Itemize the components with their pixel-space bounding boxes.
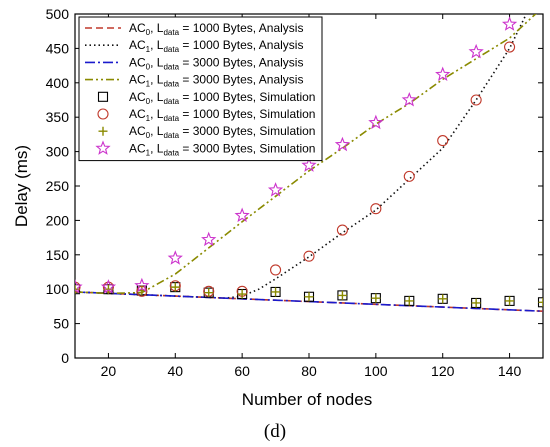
x-tick-label: 140 <box>498 363 522 379</box>
x-tick-label: 40 <box>167 363 183 379</box>
series-7-point <box>201 231 217 247</box>
series-6-point <box>237 289 247 299</box>
series-7-point <box>501 16 518 31</box>
series-6-point <box>538 297 543 307</box>
series-7-point <box>368 114 384 130</box>
legend-entry-2-label: AC0, Ldata = 3000 Bytes, Analysis <box>129 55 303 71</box>
y-tick-label: 150 <box>46 247 70 263</box>
series-7-point <box>401 91 417 107</box>
series-7-point <box>75 279 83 294</box>
y-tick-label: 0 <box>61 350 69 366</box>
series-6-point <box>170 282 180 292</box>
panel-label: (d) <box>264 421 286 442</box>
series-5-point <box>504 41 516 53</box>
y-axis-label: Delay (ms) <box>12 145 31 227</box>
legend-entry-5-label: AC1, Ldata = 1000 Bytes, Simulation <box>129 107 315 123</box>
data-layer <box>75 14 543 313</box>
series-6-point <box>505 296 515 306</box>
series-6-point <box>438 294 448 304</box>
series-7-point <box>468 43 484 59</box>
series-7-point <box>334 136 351 152</box>
series-7-point <box>435 66 451 82</box>
y-tick-label: 100 <box>46 281 70 297</box>
y-tick-label: 400 <box>46 75 70 91</box>
y-tick-label: 250 <box>46 178 70 194</box>
series-7-point <box>267 182 284 197</box>
y-tick-label: 200 <box>46 212 70 228</box>
y-tick-label: 350 <box>46 109 70 125</box>
series-7-point <box>134 277 150 293</box>
y-tick-label: 50 <box>53 316 69 332</box>
series-5-point <box>336 224 348 236</box>
series-6-point <box>337 290 347 300</box>
y-tick-label: 450 <box>46 40 70 56</box>
series-3-line <box>75 14 537 295</box>
y-tick-label: 500 <box>46 6 70 22</box>
legend-entry-4-marker <box>97 91 109 102</box>
legend-entry-5-marker <box>97 108 109 120</box>
series-6-point <box>471 298 481 308</box>
series-7-point <box>234 207 250 223</box>
series-5-point <box>370 203 382 215</box>
plot-area: 20 40 60 80 100 120 140 0 50 100 150 200 250 300 350 40… <box>46 6 544 379</box>
series-1-line <box>75 14 528 299</box>
x-axis-label: Number of nodes <box>242 390 372 409</box>
x-tick-label: 20 <box>101 363 117 379</box>
series-7-point <box>100 279 117 294</box>
legend-entry-1-label: AC1, Ldata = 1000 Bytes, Analysis <box>129 38 303 54</box>
legend-entry-7-label: AC1, Ldata = 3000 Bytes, Simulation <box>129 141 315 157</box>
series-6-point <box>404 296 414 306</box>
legend-entry-6-marker <box>98 126 108 136</box>
series-7-point <box>167 250 183 265</box>
series-5-point <box>470 94 482 106</box>
series-5-point <box>437 135 449 147</box>
series-6-point <box>204 288 214 298</box>
y-tick-label: 300 <box>46 144 70 160</box>
x-tick-label: 60 <box>234 363 250 379</box>
series-5-point <box>303 250 315 262</box>
series-5-point <box>75 281 81 293</box>
series-6-point <box>304 292 314 302</box>
legend-entry-0-label: AC0, Ldata = 1000 Bytes, Analysis <box>129 21 303 37</box>
legend-box <box>78 16 323 162</box>
series-5-point <box>403 170 415 182</box>
series-5-point <box>270 264 282 276</box>
legend-entry-6-label: AC0, Ldata = 3000 Bytes, Simulation <box>129 124 315 140</box>
legend-entry-3-label: AC1, Ldata = 3000 Bytes, Analysis <box>129 73 303 89</box>
x-tick-label: 80 <box>301 363 317 379</box>
series-6-point <box>271 287 281 297</box>
legend-entry-7-marker <box>95 140 111 155</box>
legend-entry-4-label: AC0, Ldata = 1000 Bytes, Simulation <box>129 90 315 106</box>
x-tick-label: 120 <box>431 363 455 379</box>
series-6-point <box>371 293 381 303</box>
series-7-point <box>301 157 317 172</box>
x-tick-label: 100 <box>364 363 388 379</box>
